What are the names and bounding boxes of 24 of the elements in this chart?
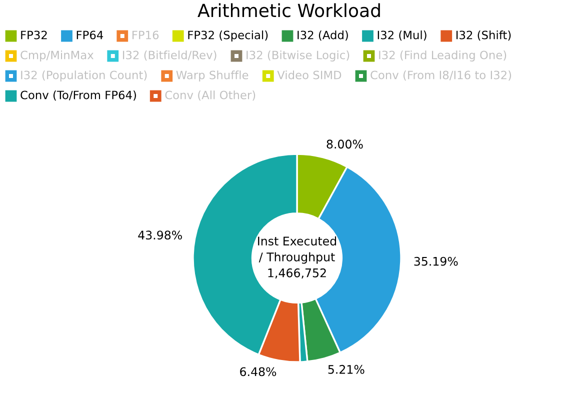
- legend-label: I32 (Mul): [378, 30, 426, 41]
- legend-label: FP64: [76, 30, 104, 40]
- data-label: 6.48%: [240, 367, 276, 376]
- legend-label: I32 (Bitfield/Rev): [122, 50, 216, 61]
- legend-label: FP32: [21, 30, 47, 40]
- legend-label: I32 (Add): [298, 30, 348, 41]
- data-label: 8.00%: [326, 140, 363, 149]
- data-label: 35.19%: [414, 256, 458, 266]
- text: Inst Executed / Throughput 1,466,752: [258, 236, 336, 279]
- legend-label: I32 (Bitwise Logic): [246, 50, 350, 62]
- legend-label: FP32 (Special): [188, 30, 268, 42]
- legend-label: Conv (To/From FP64): [20, 90, 136, 101]
- legend-label: Warp Shuffle: [176, 70, 248, 82]
- legend-label: Conv (From I8/I16 to I32): [370, 70, 512, 81]
- legend-label: I32 (Find Leading One): [379, 50, 506, 62]
- legend-label: Video SIMD: [277, 70, 342, 80]
- legend-label: Cmp/MinMax: [20, 50, 94, 62]
- legend-label: I32 (Population Count): [21, 70, 147, 82]
- legend-label: Conv (All Other): [165, 90, 256, 101]
- legend-label: I32 (Shift): [456, 30, 511, 41]
- data-label: 43.98%: [138, 230, 182, 240]
- data-label: 5.21%: [328, 364, 364, 374]
- legend-label: FP16: [132, 30, 159, 40]
- chart-title: Arithmetic Workload: [198, 3, 380, 18]
